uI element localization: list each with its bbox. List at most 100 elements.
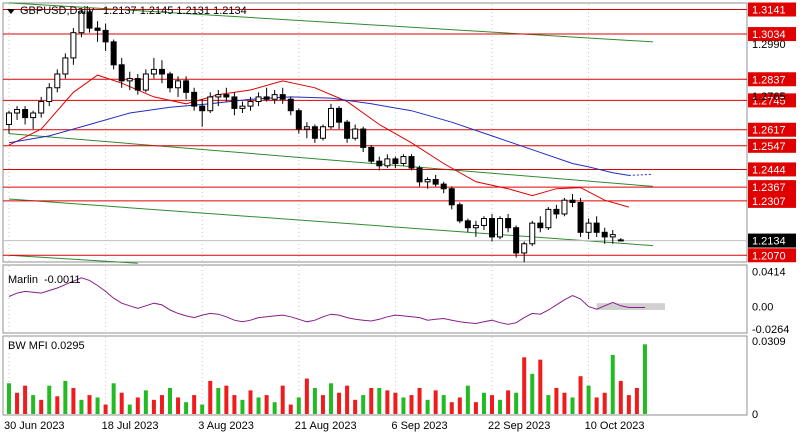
mfi-bar-43 — [353, 399, 358, 414]
mfi-bar-11 — [95, 397, 100, 414]
mfi-bar-34 — [280, 385, 285, 414]
mfi-bar-66 — [538, 359, 543, 414]
mfi-bar-27 — [224, 385, 229, 414]
level-label-bg-9 — [748, 248, 796, 263]
marlin-line — [8, 277, 645, 325]
candle-body-31 — [255, 96, 262, 103]
mfi-bar-25 — [208, 380, 213, 414]
level-label-bg-8 — [748, 193, 796, 208]
candle-body-4 — [38, 101, 45, 114]
mfi-bar-2 — [23, 385, 28, 414]
mfi-bar-69 — [562, 392, 567, 414]
candle-body-30 — [247, 101, 254, 107]
candle-body-9 — [78, 11, 85, 34]
mfi-title: BW MFI — [8, 340, 48, 352]
level-label-bg-3 — [748, 93, 796, 108]
level-label-5: 1.2547 — [752, 141, 786, 153]
marlin-panel-frame — [2, 264, 748, 334]
candle-body-24 — [199, 105, 206, 112]
mfi-tick-label-1: 0 — [752, 409, 758, 421]
mfi-bar-5 — [47, 385, 52, 414]
candle-body-0 — [6, 112, 12, 125]
mfi-bar-8 — [71, 388, 76, 414]
level-label-bg-5 — [748, 138, 796, 153]
channel-lines — [8, 2, 654, 264]
x-tick-label-1: 18 Jul 2023 — [102, 420, 159, 432]
x-tick-label-4: 6 Sep 2023 — [391, 420, 447, 432]
mfi-bar-45 — [369, 388, 374, 414]
x-tick-label-2: 3 Aug 2023 — [198, 420, 254, 432]
candle-body-19 — [158, 68, 165, 75]
x-tick-label-0: 30 Jun 2023 — [4, 420, 65, 432]
mfi-bar-18 — [151, 399, 156, 414]
mfi-bar-73 — [594, 397, 599, 414]
candle-body-23 — [191, 91, 198, 107]
mfi-bar-58 — [473, 402, 478, 414]
mfi-bar-20 — [168, 388, 172, 414]
mfi-bar-21 — [176, 397, 181, 414]
mfi-bar-41 — [337, 392, 342, 414]
candle-body-70 — [569, 199, 576, 203]
mfi-bar-49 — [401, 397, 406, 414]
level-label-bg-2 — [748, 72, 796, 87]
level-label-bg-6 — [748, 162, 796, 177]
candle-body-51 — [416, 167, 423, 183]
mfi-bar-52 — [425, 399, 430, 414]
candle-body-35 — [287, 98, 294, 112]
mfi-bar-71 — [578, 376, 583, 414]
candle-body-72 — [585, 222, 592, 233]
candle-body-27 — [223, 94, 230, 98]
bw-mfi-indicator — [7, 344, 647, 414]
mfi-tick-label-0: 0.0309 — [752, 336, 786, 348]
mfi-bar-16 — [135, 397, 140, 414]
level-label-0: 1.3141 — [752, 5, 786, 17]
candle-body-50 — [408, 156, 415, 169]
mfi-bar-1 — [15, 392, 20, 414]
candle-body-14 — [118, 64, 125, 82]
candle-body-69 — [561, 199, 568, 215]
candle-body-63 — [513, 227, 520, 254]
price-tick-label-0: 1.2990 — [752, 39, 786, 51]
level-label-bg-4 — [748, 122, 796, 137]
mfi-bar-32 — [264, 395, 269, 414]
mfi-bar-68 — [554, 388, 559, 414]
candle-body-12 — [102, 29, 109, 43]
candle-body-7 — [62, 57, 69, 75]
mfi-bar-6 — [55, 396, 60, 414]
mfi-bar-28 — [232, 395, 237, 414]
mfi-bar-13 — [111, 383, 116, 414]
collapse-triangle-icon[interactable] — [7, 9, 15, 14]
candle-body-16 — [134, 78, 141, 91]
level-label-3: 1.2745 — [752, 95, 786, 107]
mfi-bar-33 — [272, 402, 277, 414]
candle-body-53 — [432, 179, 439, 185]
level-label-4: 1.2617 — [752, 125, 786, 137]
candle-body-66 — [537, 222, 544, 229]
candle-body-25 — [207, 96, 214, 112]
mfi-bar-78 — [634, 388, 639, 414]
candle-body-46 — [376, 160, 383, 167]
candle-body-62 — [505, 218, 512, 229]
mfi-bar-54 — [441, 395, 446, 414]
candle-body-45 — [368, 146, 375, 162]
mfi-bar-30 — [248, 390, 253, 414]
candle-body-13 — [110, 41, 117, 66]
mfi-panel-frame — [2, 335, 748, 416]
mfi-bar-36 — [296, 397, 301, 414]
mfi-bar-4 — [39, 399, 44, 414]
candle-body-52 — [424, 179, 431, 183]
mfi-bar-0 — [7, 383, 11, 414]
price-tick-label-1: 1.2765 — [752, 91, 786, 103]
candle-body-57 — [464, 220, 471, 229]
candle-body-17 — [142, 73, 149, 91]
candle-body-5 — [46, 87, 53, 103]
mfi-bar-40 — [329, 383, 333, 414]
candle-body-29 — [239, 105, 246, 109]
mfi-value: 0.0295 — [51, 340, 85, 352]
mfi-bar-12 — [103, 404, 108, 414]
mfi-bar-74 — [602, 392, 607, 414]
channel-line-2 — [8, 198, 654, 247]
candle-body-41 — [336, 107, 343, 123]
candle-body-15 — [126, 78, 133, 82]
candle-body-36 — [295, 110, 302, 130]
